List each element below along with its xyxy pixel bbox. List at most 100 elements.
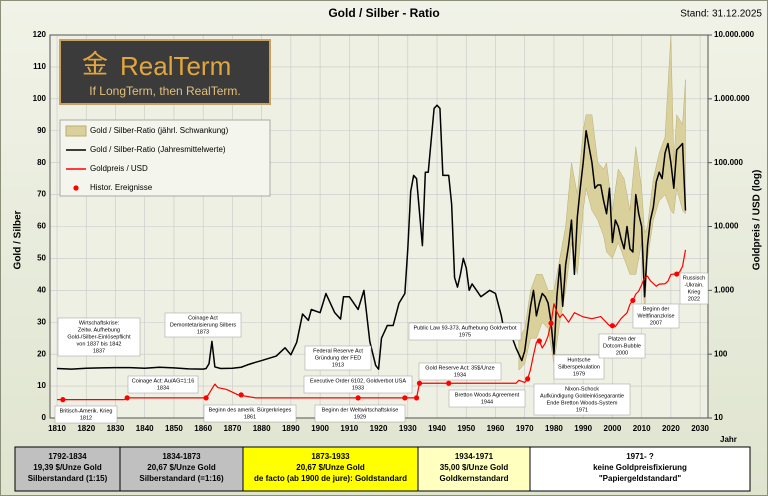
y-tick-label: 100 — [33, 94, 47, 103]
y2-tick-label: 1.000.000 — [714, 94, 750, 103]
y2-tick-label: 10.000.000 — [714, 30, 755, 39]
annotation-text: 1913 — [332, 362, 344, 368]
y-tick-label: 40 — [37, 285, 46, 294]
y-tick-label: 80 — [37, 158, 46, 167]
annotation-box — [632, 303, 680, 329]
annotation-text: von 1837 bis 1842 — [77, 341, 122, 347]
logo-box — [59, 39, 271, 105]
legend-label: Gold / Silber-Ratio (Jahresmittelwerte) — [90, 145, 226, 154]
x-tick-label: 1840 — [136, 424, 154, 433]
x-tick-label: 1910 — [340, 424, 358, 433]
logo-mark: 金 — [82, 49, 108, 79]
period-text: 1873-1933 — [311, 452, 350, 461]
annotation-text: Platzen der — [608, 336, 636, 342]
annotation-text: 1934 — [454, 372, 466, 378]
annotation-text: Russisch — [683, 275, 705, 281]
annotation-text: Executive Order 6102, Goldverbot USA — [310, 378, 406, 384]
period-table — [14, 446, 751, 492]
annotation-text: Dotcom-Bubble — [603, 343, 641, 349]
event-dot — [402, 395, 408, 401]
x-tick-label: 1950 — [457, 424, 475, 433]
period-text: de facto (ab 1900 de jure): Goldstandard — [254, 474, 407, 483]
legend-box — [59, 119, 271, 197]
annotation-text: 1944 — [481, 399, 493, 405]
annotation-box — [408, 322, 522, 341]
annotation-box — [314, 404, 406, 423]
period-text: "Papiergeldstandard" — [599, 474, 681, 483]
annotation-text: Wirtschaftskrise: — [79, 320, 120, 326]
y-tick-label: 90 — [37, 126, 46, 135]
annotation-text: Ende Bretton Woods-System — [547, 400, 618, 406]
annotation-text: Coinage Act: Au/AG=1:16 — [132, 378, 195, 384]
annotation-text: 1971 — [576, 407, 588, 413]
period-text: keine Goldpreisfixierung — [593, 463, 687, 472]
annotation-text: Krieg — [688, 289, 701, 295]
annotation-text: Gründung der FED — [315, 355, 361, 361]
period-text: 1834-1873 — [162, 452, 201, 461]
subtitle: Stand: 31.12.2025 — [680, 9, 762, 20]
x-tick-label: 1850 — [165, 424, 183, 433]
annotation-box — [533, 383, 631, 416]
annotation-text: Coinage Act — [188, 315, 218, 321]
annotation-text: Federal Reserve Act — [313, 348, 363, 354]
event-dot — [674, 271, 680, 277]
y2-tick-label: 10 — [714, 413, 723, 422]
annotation-text: 2000 — [616, 350, 628, 356]
annotation-box — [448, 389, 526, 408]
annotation-text: Nixon-Schock — [565, 386, 599, 392]
period-cell — [417, 446, 531, 492]
y2-tick-label: 1.000 — [714, 285, 735, 294]
y2-tick-label: 10.000 — [714, 222, 739, 231]
legend-label: Goldpreis / USD — [90, 164, 148, 173]
x-tick-label: 1990 — [574, 424, 592, 433]
annotation-text: Gold Reserve Act: 35$/Unze — [425, 365, 494, 371]
x-tick-label: 1900 — [311, 424, 329, 433]
annotation-box — [203, 404, 297, 423]
legend-label: Gold / Silber-Ratio (jährl. Schwankung) — [90, 126, 229, 135]
annotation-box — [553, 354, 605, 380]
period-text: Goldkernstandard — [440, 474, 509, 483]
period-text: Silberstandard (1:15) — [28, 474, 108, 483]
annotation-text: Bretton Woods Agreement — [455, 392, 520, 398]
x-tick-label: 1960 — [487, 424, 505, 433]
x-tick-label: 1820 — [77, 424, 95, 433]
y-tick-label: 50 — [37, 254, 46, 263]
event-dot — [355, 395, 361, 401]
event-dot — [124, 395, 130, 401]
event-dot — [60, 397, 66, 403]
annotation-text: 2022 — [688, 296, 700, 302]
annotation-box — [54, 405, 118, 424]
period-text: 20,67 $/Unze Gold — [296, 463, 365, 472]
annotation-text: Huntsche — [567, 357, 590, 363]
annotation-text: 2007 — [650, 320, 662, 326]
x-tick-label: 2010 — [633, 424, 651, 433]
annotation-box — [57, 317, 141, 357]
x-tick-label: 1810 — [48, 424, 66, 433]
annotation-text: 1834 — [157, 385, 169, 391]
period-text: 20,67 $/Unze Gold — [147, 463, 216, 472]
y2-axis-label: Goldpreis / USD (log) — [752, 170, 763, 271]
annotation-text: Beginn der Weltwirtschaftskrise — [322, 407, 399, 413]
event-dot — [525, 376, 531, 382]
logo-name: RealTerm — [120, 51, 231, 81]
annotation-text: 1837 — [93, 348, 105, 354]
annotation-box — [127, 375, 199, 394]
logo-slogan: If LongTerm, then RealTerm. — [89, 84, 240, 98]
annotation-text: Weltfinanzkrise — [637, 313, 674, 319]
legend-swatch — [73, 185, 79, 191]
period-cell — [242, 446, 419, 492]
annotation-text: Gold-/Silber-Einlösepflicht — [67, 334, 131, 340]
annotation-text: Beginn der — [643, 306, 670, 312]
legend-label: Histor. Ereignisse — [90, 183, 153, 192]
y-tick-label: 70 — [37, 190, 46, 199]
annotation-text: Beginn des amerik. Bürgerkrieges — [209, 407, 292, 413]
annotation-text: 1873 — [197, 329, 209, 335]
period-text: Silberstandard (=1:16) — [139, 474, 224, 483]
annotation-box — [679, 272, 709, 305]
x-tick-label: 1970 — [516, 424, 534, 433]
annotation-text: -Ukrain. — [684, 282, 704, 288]
period-text: 19,39 $/Unze Gold — [33, 463, 102, 472]
legend-swatch — [65, 125, 87, 137]
y2-tick-label: 100 — [714, 349, 728, 358]
